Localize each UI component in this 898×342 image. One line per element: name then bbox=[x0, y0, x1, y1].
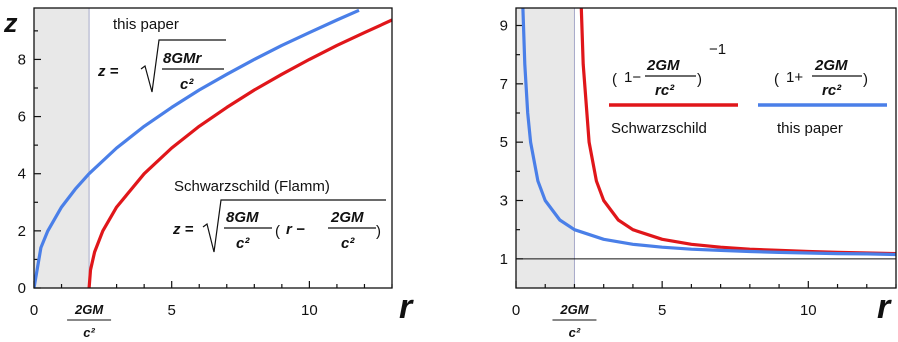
paren-close: ) bbox=[863, 71, 868, 88]
legend-this-paper-left: 1+ bbox=[786, 69, 803, 86]
left-series-group bbox=[34, 8, 392, 288]
legend-this-paper: ( 1+ 2GM rc² ) this paper bbox=[758, 57, 887, 137]
paren-close: ) bbox=[376, 223, 381, 240]
y-tick-label: 2 bbox=[18, 223, 26, 240]
legend-this-paper-den: rc² bbox=[822, 82, 842, 99]
x-tick-fraction-num: 2GM bbox=[74, 302, 104, 317]
flamm-formula-num: 8GM bbox=[226, 209, 259, 226]
right-series-group bbox=[521, 8, 896, 257]
sqrt-sign bbox=[202, 199, 386, 253]
x-tick-fraction-den: c² bbox=[83, 325, 95, 340]
left-chart-panel: 0 5 10 2GM c² 0 2 4 6 8 z r this paper z = 8GMr c… bbox=[3, 7, 414, 340]
this-paper-formula-num: 8GMr bbox=[163, 50, 203, 67]
left-y-axis-label: z bbox=[3, 8, 18, 38]
legend-this-paper-num: 2GM bbox=[814, 57, 848, 74]
series-line-this-paper bbox=[34, 8, 360, 288]
paren-open: ( bbox=[275, 223, 280, 240]
x-tick-label: 5 bbox=[658, 302, 666, 319]
series-line-this-paper bbox=[521, 8, 896, 257]
right-tick-labels: 0 5 10 2GM c² 1 3 5 7 9 bbox=[500, 18, 817, 341]
legend-schwarzschild-exp: −1 bbox=[709, 41, 726, 58]
this-paper-formula-lhs: z = bbox=[97, 63, 119, 80]
series-line-schwarzschild-flamm bbox=[87, 18, 392, 288]
flamm-formula-lhs: z = bbox=[172, 221, 194, 238]
y-tick-label: 1 bbox=[500, 251, 508, 268]
legend-schwarzschild-num: 2GM bbox=[646, 57, 680, 74]
left-annotation-flamm: Schwarzschild (Flamm) z = 8GM c² ( r − 2… bbox=[172, 178, 386, 253]
flamm-formula-inner-num: 2GM bbox=[330, 209, 364, 226]
x-tick-label: 10 bbox=[301, 302, 318, 319]
legend-schwarzschild-left: 1− bbox=[624, 69, 641, 86]
right-chart-panel: 0 5 10 2GM c² 1 3 5 7 9 r ( 1− 2GM rc² ) −1 Schwa… bbox=[500, 7, 897, 341]
paren-open: ( bbox=[612, 71, 617, 88]
left-annotation-this-paper: this paper z = 8GMr c² bbox=[97, 16, 226, 93]
right-x-axis-label: r bbox=[877, 288, 892, 326]
sqrt-sign bbox=[140, 39, 226, 93]
y-tick-label: 9 bbox=[500, 18, 508, 35]
y-tick-label: 6 bbox=[18, 109, 26, 126]
y-tick-label: 5 bbox=[500, 134, 508, 151]
x-tick-label: 10 bbox=[800, 302, 817, 319]
x-tick-label: 5 bbox=[168, 302, 176, 319]
x-tick-fraction-num: 2GM bbox=[559, 302, 589, 317]
left-plot-frame bbox=[33, 7, 393, 289]
x-tick-fraction-den: c² bbox=[569, 325, 581, 340]
legend-schwarzschild-den: rc² bbox=[655, 82, 675, 99]
legend-schwarzschild: ( 1− 2GM rc² ) −1 Schwarzschild bbox=[609, 41, 738, 137]
flamm-formula-inner-lhs: r − bbox=[286, 221, 305, 238]
legend-label-schwarzschild: Schwarzschild bbox=[611, 120, 707, 137]
y-tick-label: 7 bbox=[500, 76, 508, 93]
legend-label-this-paper: this paper bbox=[777, 120, 843, 137]
y-tick-label: 3 bbox=[500, 193, 508, 210]
this-paper-label: this paper bbox=[113, 16, 179, 33]
y-tick-label: 0 bbox=[18, 280, 26, 297]
left-tick-labels: 0 5 10 2GM c² 0 2 4 6 8 bbox=[18, 51, 318, 340]
paren-open: ( bbox=[774, 71, 779, 88]
y-tick-label: 8 bbox=[18, 51, 26, 68]
flamm-formula-den: c² bbox=[236, 235, 250, 252]
right-plot-frame bbox=[515, 7, 897, 289]
this-paper-formula-den: c² bbox=[180, 76, 194, 93]
y-tick-label: 4 bbox=[18, 166, 26, 183]
x-tick-label: 0 bbox=[512, 302, 520, 319]
x-tick-label: 0 bbox=[30, 302, 38, 319]
left-x-axis-label: r bbox=[399, 288, 414, 326]
paren-close: ) bbox=[697, 71, 702, 88]
flamm-formula-inner-den: c² bbox=[341, 235, 355, 252]
flamm-label: Schwarzschild (Flamm) bbox=[174, 178, 330, 195]
